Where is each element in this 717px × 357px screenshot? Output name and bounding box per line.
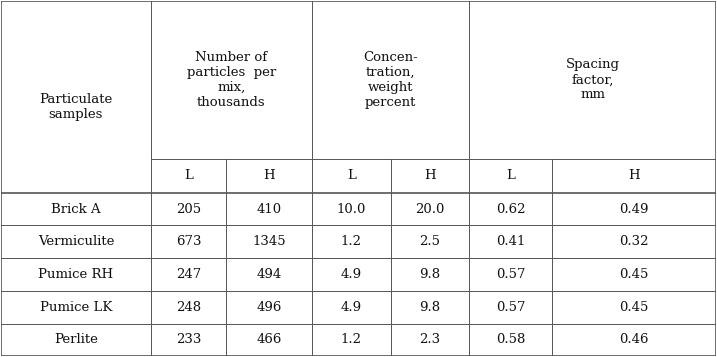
Text: 4.9: 4.9 (341, 301, 362, 314)
Text: Perlite: Perlite (54, 333, 98, 346)
Text: 0.32: 0.32 (619, 235, 649, 248)
Text: 1345: 1345 (252, 235, 286, 248)
Text: 247: 247 (176, 268, 201, 281)
Text: 494: 494 (257, 268, 282, 281)
Text: Brick A: Brick A (51, 202, 100, 216)
Text: 0.46: 0.46 (619, 333, 649, 346)
Text: L: L (184, 169, 193, 182)
Text: Particulate
samples: Particulate samples (39, 94, 113, 121)
Text: Vermiculite: Vermiculite (38, 235, 114, 248)
Text: 2.3: 2.3 (419, 333, 441, 346)
Text: 673: 673 (176, 235, 201, 248)
Text: H: H (628, 169, 640, 182)
Text: 10.0: 10.0 (337, 202, 366, 216)
Text: 0.57: 0.57 (496, 301, 526, 314)
Text: 1.2: 1.2 (341, 333, 362, 346)
Text: 4.9: 4.9 (341, 268, 362, 281)
Text: 0.58: 0.58 (496, 333, 526, 346)
Text: 233: 233 (176, 333, 201, 346)
Text: L: L (506, 169, 515, 182)
Text: 9.8: 9.8 (419, 301, 441, 314)
Text: 0.41: 0.41 (496, 235, 526, 248)
Text: 0.45: 0.45 (619, 268, 649, 281)
Text: 0.57: 0.57 (496, 268, 526, 281)
Text: H: H (424, 169, 436, 182)
Text: 0.62: 0.62 (496, 202, 526, 216)
Text: L: L (347, 169, 356, 182)
Text: 410: 410 (257, 202, 282, 216)
Text: Spacing
factor,
mm: Spacing factor, mm (566, 58, 620, 101)
Text: 0.45: 0.45 (619, 301, 649, 314)
Text: Pumice RH: Pumice RH (38, 268, 113, 281)
Text: 205: 205 (176, 202, 201, 216)
Text: 20.0: 20.0 (415, 202, 445, 216)
Text: 0.49: 0.49 (619, 202, 649, 216)
Text: Concen-
tration,
weight
percent: Concen- tration, weight percent (364, 51, 418, 109)
Text: Number of
particles  per
mix,
thousands: Number of particles per mix, thousands (187, 51, 276, 109)
Text: Pumice LK: Pumice LK (39, 301, 112, 314)
Text: 9.8: 9.8 (419, 268, 441, 281)
Text: 466: 466 (257, 333, 282, 346)
Text: 496: 496 (257, 301, 282, 314)
Text: 2.5: 2.5 (419, 235, 440, 248)
Text: 1.2: 1.2 (341, 235, 362, 248)
Text: H: H (263, 169, 275, 182)
Text: 248: 248 (176, 301, 201, 314)
